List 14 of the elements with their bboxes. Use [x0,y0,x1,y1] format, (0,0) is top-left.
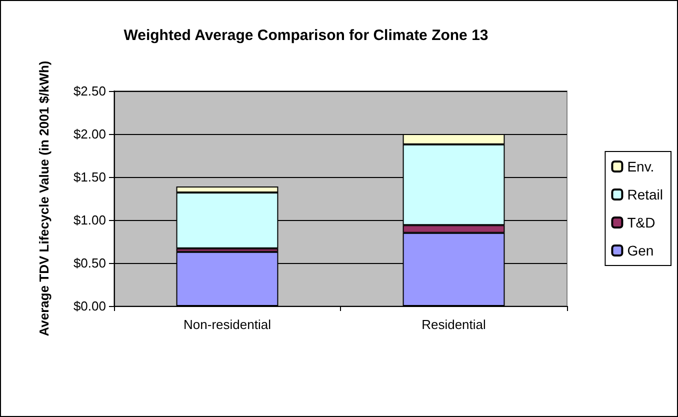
legend-label: T&D [627,214,656,230]
chart-title: Weighted Average Comparison for Climate Zone 13 [124,27,488,44]
x-tick-label: Non-residential [184,317,272,332]
x-tick-label: Residential [422,317,486,332]
y-axis-title: Average TDV Lifecycle Value (in 2001 $/kWh) [36,60,52,336]
y-tick-label: $0.50 [73,256,106,270]
y-tick-label: $0.00 [73,298,106,314]
legend-label: Env. [627,158,654,174]
legend-label: Gen [627,242,654,258]
y-tick-label: $1.00 [73,212,106,228]
y-tick-label: $2.00 [73,126,106,142]
y-tick-label: $2.50 [73,84,106,98]
legend-label: Retail [627,186,664,202]
y-tick-label: $1.50 [73,170,106,184]
